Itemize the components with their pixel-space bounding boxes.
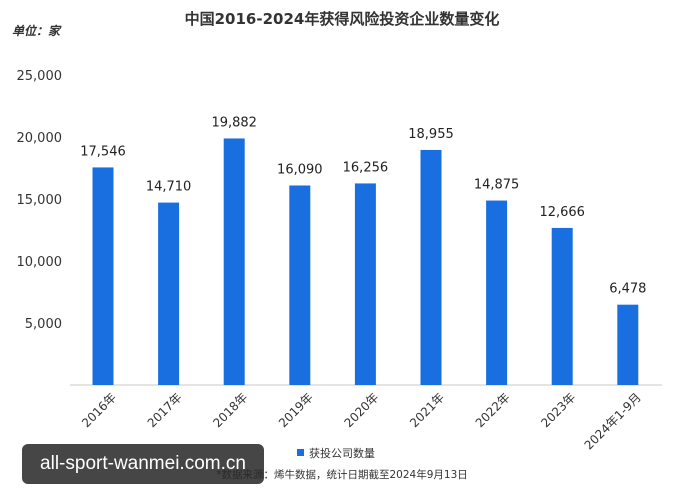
x-tick-label: 2018年: [210, 390, 250, 430]
bar-value-label: 16,090: [277, 162, 323, 177]
bar: [551, 227, 573, 385]
bar: [420, 149, 442, 385]
bar: [92, 167, 114, 385]
bar-value-label: 19,882: [211, 115, 257, 130]
bar-value-label: 6,478: [609, 282, 646, 297]
x-tick-label: 2022年: [473, 390, 513, 430]
bar: [617, 304, 639, 385]
x-tick-label: 2024年1-9月: [582, 390, 644, 452]
legend-swatch: [297, 449, 304, 456]
x-tick-label: 2020年: [342, 390, 382, 430]
y-tick-label: 5,000: [25, 317, 62, 332]
x-tick-label: 2019年: [276, 390, 316, 430]
y-tick-label: 15,000: [17, 193, 63, 208]
y-tick-label: 20,000: [17, 131, 63, 146]
legend-label: 获投公司数量: [309, 446, 375, 460]
x-tick-label: 2017年: [145, 390, 185, 430]
bar: [158, 202, 180, 385]
bar-value-label: 16,256: [343, 160, 389, 175]
bar-value-label: 14,875: [474, 178, 520, 193]
bar: [289, 185, 311, 385]
watermark: all-sport-wanmei.com.cn: [22, 444, 264, 484]
chart-title: 中国2016-2024年获得风险投资企业数量变化: [185, 10, 500, 28]
bar: [223, 138, 245, 385]
y-tick-label: 25,000: [17, 69, 63, 84]
bar: [486, 200, 508, 385]
source-note: *数据来源：烯牛数据，统计日期截至2024年9月13日: [216, 468, 468, 481]
bar-value-label: 14,710: [146, 180, 192, 195]
bar: [354, 183, 376, 385]
bar-value-label: 12,666: [539, 205, 585, 220]
y-tick-label: 10,000: [17, 255, 63, 270]
x-tick-label: 2021年: [407, 390, 447, 430]
x-tick-label: 2016年: [79, 390, 119, 430]
x-tick-label: 2023年: [538, 390, 578, 430]
unit-label: 单位：家: [12, 24, 62, 38]
bar-value-label: 18,955: [408, 127, 454, 142]
bar-value-label: 17,546: [80, 144, 126, 159]
